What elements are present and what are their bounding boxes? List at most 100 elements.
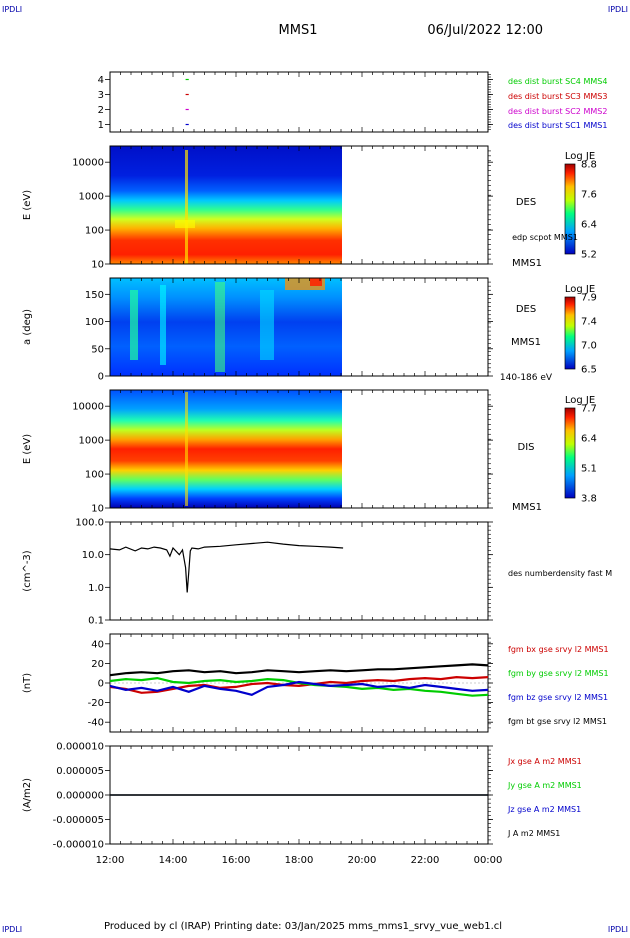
- des-pitch-y-tick-label: 50: [91, 344, 104, 355]
- plot-datetime: 06/Jul/2022 12:00: [427, 23, 543, 38]
- des-pitch-colorbar-tick-label: 7.4: [581, 317, 597, 328]
- legend-entry: des dist burst SC3 MMS3: [508, 92, 607, 101]
- corner-label-top-right: IPDLI: [608, 5, 628, 14]
- legend-entry: Jz gse A m2 MMS1: [507, 805, 581, 814]
- dis-energy-colorbar: [564, 407, 576, 499]
- legend-entry: J A m2 MMS1: [507, 829, 560, 838]
- des-pitch-y-tick-label: 100: [85, 317, 104, 328]
- x-tick-label: 00:00: [474, 855, 503, 866]
- fgm-series-line: [109, 680, 489, 696]
- fgm-y-tick-label: 40: [91, 639, 104, 650]
- x-tick-label: 12:00: [96, 855, 125, 866]
- x-tick-label: 20:00: [348, 855, 377, 866]
- density-y-axis-title: (cm^-3): [22, 550, 33, 591]
- dis-energy-colorbar-tick-label: 3.8: [581, 494, 597, 505]
- spacecraft-title: MMS1: [279, 23, 318, 38]
- dis-energy-y-tick-label: 10: [91, 504, 104, 515]
- des-energy-y-tick-label: 1000: [79, 192, 104, 203]
- density-y-tick-label: 100.0: [75, 518, 104, 529]
- corner-label-bottom-left: IPDLI: [2, 925, 22, 934]
- fgm-y-axis-title: (nT): [22, 673, 33, 693]
- des-pitch-colorbar: [564, 296, 576, 370]
- burst-y-tick-label: 4: [98, 75, 104, 86]
- fgm-y-tick-label: -40: [88, 718, 104, 729]
- current-y-tick-label: -0.000005: [53, 815, 104, 826]
- corner-label-top-left: IPDLI: [2, 5, 22, 14]
- density-y-tick-label: 1.0: [88, 583, 104, 594]
- dis-energy-y-tick-label: 100: [85, 470, 104, 481]
- des-energy-colorbar-tick-label: 5.2: [581, 250, 597, 261]
- fgm-y-tick-label: -20: [88, 698, 104, 709]
- dis-energy-y-tick-label: 10000: [72, 402, 104, 413]
- des-energy-no-data-region: [343, 146, 488, 264]
- fgm-series-line: [109, 663, 489, 677]
- dis-energy-colorbar-title: Log JE: [565, 395, 595, 406]
- x-tick-label: 16:00: [222, 855, 251, 866]
- des-energy-y-tick-label: 10000: [72, 158, 104, 169]
- current-y-axis-title: (A/m2): [22, 778, 33, 812]
- des-pitch-band-label: MMS1: [511, 337, 541, 348]
- des-pitch-colorbar-tick-label: 7.0: [581, 341, 597, 352]
- current-y-tick-label: 0.000005: [56, 766, 104, 777]
- des-energy-band-label: MMS1: [512, 258, 542, 269]
- des-energy-y-tick-label: 10: [91, 260, 104, 271]
- des-energy-spectrogram: [110, 146, 342, 264]
- des-energy-colorbar-tick-label: 8.8: [581, 160, 597, 171]
- dis-energy-y-axis-title: E (eV): [22, 434, 33, 464]
- des-energy-y-axis-title: E (eV): [22, 190, 33, 220]
- des-energy-colorbar: [564, 163, 576, 255]
- dis-energy-colorbar-tick-label: 5.1: [581, 464, 597, 475]
- dis-energy-y-tick-label: 1000: [79, 436, 104, 447]
- fgm-y-tick-label: 0: [98, 679, 104, 690]
- des-pitch-spectrogram: [110, 278, 342, 376]
- des-pitch-no-data-region: [343, 278, 488, 376]
- legend-entry: fgm bx gse srvy l2 MMS1: [508, 645, 609, 654]
- legend-entry: des dist burst SC4 MMS4: [508, 77, 607, 86]
- fgm-y-tick-label: 20: [91, 659, 104, 670]
- legend-entry: des dist burst SC1 MMS1: [508, 121, 607, 130]
- des-pitch-colorbar-tick-label: 6.5: [581, 365, 597, 376]
- legend-entry: fgm bz gse srvy l2 MMS1: [508, 693, 608, 702]
- burst-y-tick-label: 1: [98, 120, 104, 131]
- density-series-line: [109, 541, 344, 593]
- legend-entry: fgm by gse srvy l2 MMS1: [508, 669, 609, 678]
- legend-entry: fgm bt gse srvy l2 MMS1: [508, 717, 607, 726]
- des-pitch-colorbar-title: Log JE: [565, 284, 595, 295]
- dis-energy-colorbar-tick-label: 6.4: [581, 434, 597, 445]
- density-y-tick-label: 0.1: [88, 616, 104, 627]
- density-frame: [109, 521, 489, 621]
- des-pitch-colorbar-tick-label: 7.9: [581, 293, 597, 304]
- des-pitch-band-label: 140-186 eV: [500, 373, 553, 383]
- current-y-tick-label: 0.000000: [56, 791, 104, 802]
- density-y-tick-label: 10.0: [82, 550, 104, 561]
- burst-frame: [109, 71, 489, 133]
- des-energy-colorbar-tick-label: 7.6: [581, 190, 597, 201]
- legend-entry: Jx gse A m2 MMS1: [507, 757, 582, 766]
- burst-y-tick-label: 3: [98, 90, 104, 101]
- des-energy-colorbar-tick-label: 6.4: [581, 220, 597, 231]
- legend-entry: des numberdensity fast M: [508, 569, 612, 578]
- x-tick-label: 22:00: [411, 855, 440, 866]
- dis-energy-band-label: MMS1: [512, 502, 542, 513]
- dis-energy-band-label: DIS: [518, 442, 535, 453]
- fgm-series-line: [109, 675, 489, 694]
- des-pitch-band-label: DES: [516, 304, 536, 315]
- legend-entry: Jy gse A m2 MMS1: [507, 781, 582, 790]
- dis-energy-no-data-region: [343, 390, 488, 508]
- des-energy-y-tick-label: 100: [85, 226, 104, 237]
- des-energy-band-label: DES: [516, 197, 536, 208]
- footer-credit: Produced by cl (IRAP) Printing date: 03/…: [104, 921, 502, 932]
- des-pitch-y-tick-label: 0: [98, 372, 104, 383]
- des-energy-band-label: edp scpot MMS1: [512, 233, 578, 242]
- current-y-tick-label: -0.000010: [53, 840, 104, 851]
- dis-energy-spectrogram: [110, 390, 342, 508]
- dis-energy-colorbar-tick-label: 7.7: [581, 404, 597, 415]
- x-tick-label: 18:00: [285, 855, 314, 866]
- legend-entry: des dist burst SC2 MMS2: [508, 107, 607, 116]
- des-energy-colorbar-title: Log JE: [565, 151, 595, 162]
- x-tick-label: 14:00: [159, 855, 188, 866]
- des-pitch-y-axis-title: a (deg): [22, 309, 33, 345]
- burst-y-tick-label: 2: [98, 105, 104, 116]
